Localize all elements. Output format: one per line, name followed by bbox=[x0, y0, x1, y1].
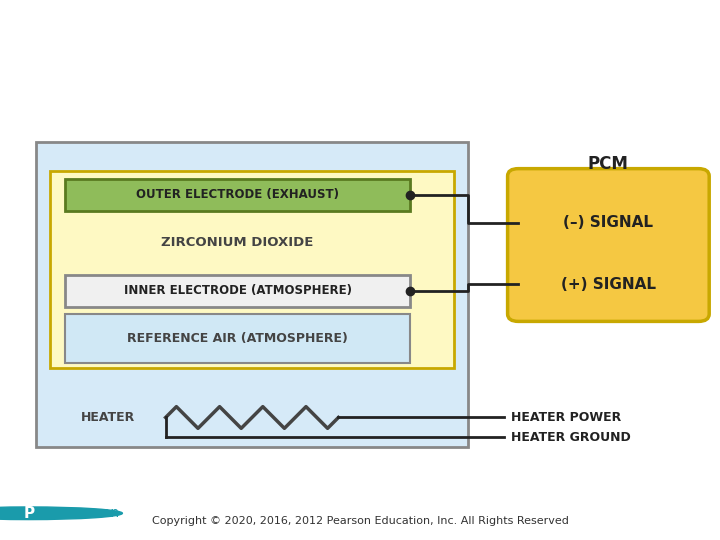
Text: Figure 78.14 A planar design zirconia oxygen sensor
places all of the elements t: Figure 78.14 A planar design zirconia ox… bbox=[14, 10, 637, 83]
FancyBboxPatch shape bbox=[65, 179, 410, 211]
FancyBboxPatch shape bbox=[36, 141, 468, 447]
Text: HEATER POWER: HEATER POWER bbox=[511, 411, 621, 424]
FancyBboxPatch shape bbox=[65, 314, 410, 363]
Text: REFERENCE AIR (ATMOSPHERE): REFERENCE AIR (ATMOSPHERE) bbox=[127, 332, 348, 345]
FancyBboxPatch shape bbox=[50, 171, 454, 368]
Text: (–) SIGNAL: (–) SIGNAL bbox=[563, 215, 654, 231]
Text: Pearson: Pearson bbox=[65, 507, 120, 520]
Text: OUTER ELECTRODE (EXHAUST): OUTER ELECTRODE (EXHAUST) bbox=[136, 188, 339, 201]
Text: PCM: PCM bbox=[588, 155, 629, 173]
FancyBboxPatch shape bbox=[65, 275, 410, 307]
Text: INNER ELECTRODE (ATMOSPHERE): INNER ELECTRODE (ATMOSPHERE) bbox=[124, 284, 351, 297]
Text: HEATER: HEATER bbox=[81, 411, 135, 424]
Circle shape bbox=[0, 507, 122, 519]
Text: Copyright © 2020, 2016, 2012 Pearson Education, Inc. All Rights Reserved: Copyright © 2020, 2016, 2012 Pearson Edu… bbox=[152, 516, 568, 525]
Text: P: P bbox=[23, 506, 35, 521]
Text: HEATER GROUND: HEATER GROUND bbox=[511, 431, 631, 444]
Text: ZIRCONIUM DIOXIDE: ZIRCONIUM DIOXIDE bbox=[161, 236, 314, 249]
FancyBboxPatch shape bbox=[508, 168, 709, 321]
Text: (+) SIGNAL: (+) SIGNAL bbox=[561, 277, 656, 292]
